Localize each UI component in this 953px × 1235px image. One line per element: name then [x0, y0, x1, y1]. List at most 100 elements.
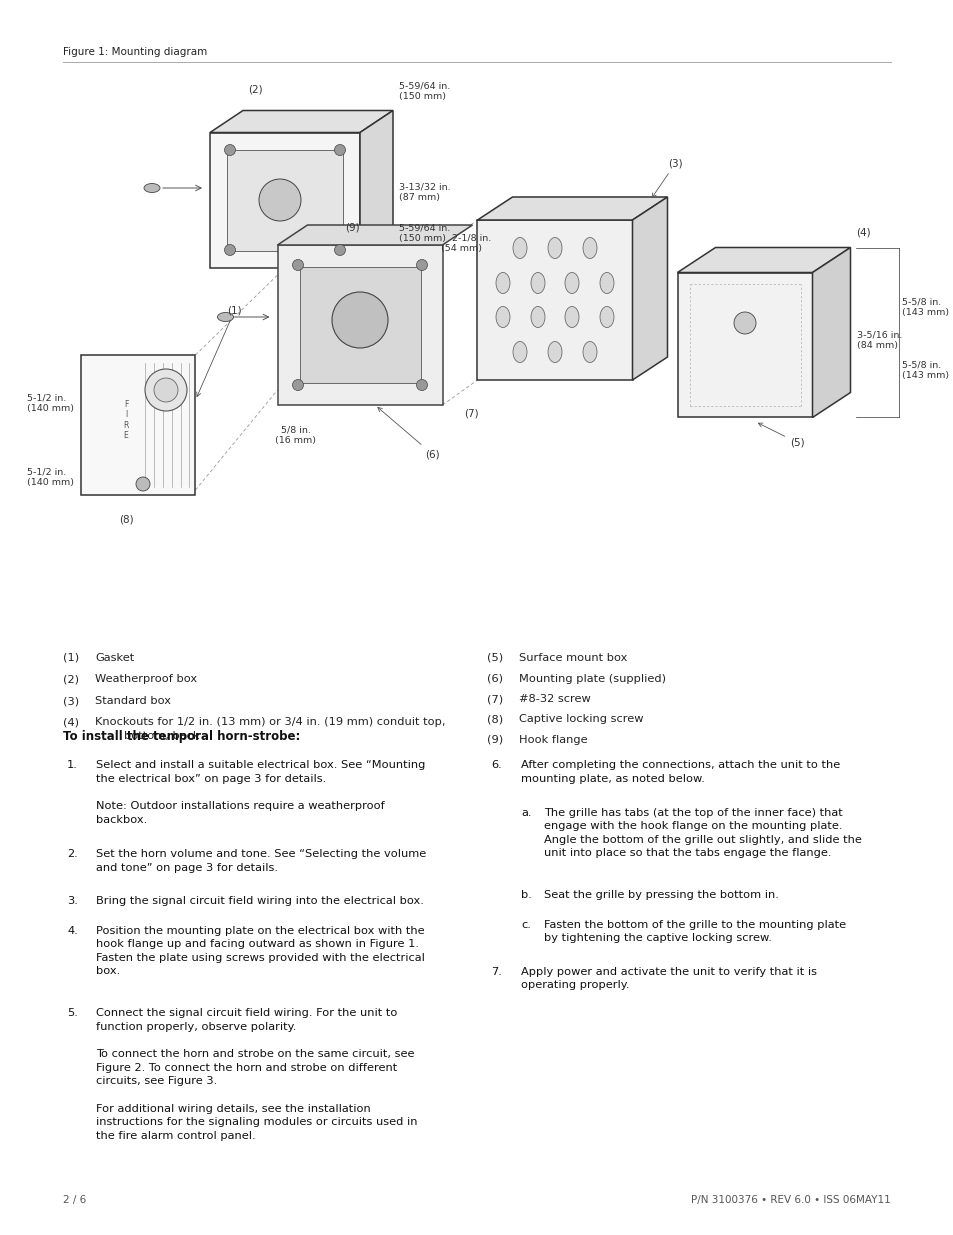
- Text: (3): (3): [652, 158, 682, 198]
- Text: Standard box: Standard box: [95, 697, 171, 706]
- Polygon shape: [277, 245, 442, 405]
- Ellipse shape: [564, 273, 578, 294]
- Ellipse shape: [564, 306, 578, 327]
- Text: 5-5/8 in.
(143 mm): 5-5/8 in. (143 mm): [902, 298, 948, 316]
- Text: (1): (1): [63, 653, 79, 663]
- Text: a.: a.: [520, 808, 531, 818]
- Ellipse shape: [531, 273, 544, 294]
- Text: (9): (9): [486, 735, 502, 745]
- Ellipse shape: [144, 184, 160, 193]
- Ellipse shape: [547, 342, 561, 363]
- Text: 5-5/8 in.
(143 mm): 5-5/8 in. (143 mm): [902, 361, 948, 379]
- Text: c.: c.: [520, 920, 530, 930]
- Ellipse shape: [547, 237, 561, 258]
- Text: Bring the signal circuit field wiring into the electrical box.: Bring the signal circuit field wiring in…: [96, 897, 423, 906]
- Circle shape: [293, 259, 303, 270]
- Text: (6): (6): [486, 673, 502, 683]
- Polygon shape: [477, 198, 667, 220]
- Text: Knockouts for 1/2 in. (13 mm) or 3/4 in. (19 mm) conduit top,
        bottom, ba: Knockouts for 1/2 in. (13 mm) or 3/4 in.…: [95, 718, 445, 741]
- Text: (5): (5): [486, 653, 502, 663]
- Circle shape: [258, 179, 301, 221]
- Text: 5-59/64 in.
(150 mm): 5-59/64 in. (150 mm): [398, 82, 450, 100]
- Text: Seat the grille by pressing the bottom in.: Seat the grille by pressing the bottom i…: [543, 890, 778, 900]
- Polygon shape: [277, 225, 472, 245]
- Text: (8): (8): [486, 715, 502, 725]
- Text: (4): (4): [63, 718, 79, 727]
- Circle shape: [332, 291, 388, 348]
- Text: Fasten the bottom of the grille to the mounting plate
by tightening the captive : Fasten the bottom of the grille to the m…: [543, 920, 845, 944]
- Polygon shape: [359, 110, 393, 268]
- Polygon shape: [210, 132, 359, 268]
- Text: Select and install a suitable electrical box. See “Mounting
the electrical box” : Select and install a suitable electrical…: [96, 761, 425, 825]
- Text: Hook flange: Hook flange: [518, 735, 587, 745]
- Text: (7): (7): [464, 409, 478, 419]
- Text: Mounting plate (supplied): Mounting plate (supplied): [518, 673, 665, 683]
- Text: 5/8 in.
(16 mm): 5/8 in. (16 mm): [274, 425, 315, 445]
- Text: 7.: 7.: [491, 967, 501, 977]
- Ellipse shape: [582, 342, 597, 363]
- Polygon shape: [677, 247, 850, 273]
- Circle shape: [733, 312, 755, 333]
- Text: (9): (9): [344, 224, 359, 233]
- Circle shape: [136, 477, 150, 492]
- Polygon shape: [677, 273, 812, 417]
- Ellipse shape: [513, 342, 526, 363]
- Text: 5-1/2 in.
(140 mm): 5-1/2 in. (140 mm): [28, 467, 74, 487]
- Polygon shape: [80, 354, 195, 495]
- Circle shape: [145, 369, 187, 411]
- Text: P/N 3100376 • REV 6.0 • ISS 06MAY11: P/N 3100376 • REV 6.0 • ISS 06MAY11: [691, 1195, 890, 1205]
- Text: 3.: 3.: [67, 897, 78, 906]
- Ellipse shape: [531, 306, 544, 327]
- Text: (1): (1): [196, 305, 242, 396]
- Text: Connect the signal circuit field wiring. For the unit to
function properly, obse: Connect the signal circuit field wiring.…: [96, 1008, 417, 1141]
- Ellipse shape: [217, 312, 233, 321]
- Polygon shape: [210, 110, 393, 132]
- Text: Figure 1: Mounting diagram: Figure 1: Mounting diagram: [63, 47, 207, 57]
- Text: 6.: 6.: [491, 761, 501, 771]
- Circle shape: [416, 379, 427, 390]
- Text: (2): (2): [248, 84, 262, 95]
- Circle shape: [224, 245, 235, 256]
- Ellipse shape: [582, 237, 597, 258]
- Circle shape: [293, 379, 303, 390]
- Text: (5): (5): [758, 424, 803, 447]
- Polygon shape: [477, 220, 632, 380]
- Circle shape: [335, 144, 345, 156]
- Text: 2 / 6: 2 / 6: [63, 1195, 86, 1205]
- Text: Weatherproof box: Weatherproof box: [95, 674, 197, 684]
- Text: (6): (6): [377, 408, 439, 459]
- Ellipse shape: [599, 306, 614, 327]
- Circle shape: [153, 378, 178, 403]
- Text: 5.: 5.: [67, 1008, 78, 1019]
- Text: 1.: 1.: [67, 761, 78, 771]
- Ellipse shape: [496, 306, 510, 327]
- Text: Surface mount box: Surface mount box: [518, 653, 627, 663]
- Text: 4.: 4.: [67, 925, 77, 936]
- Text: (3): (3): [63, 697, 79, 706]
- Text: 5-1/2 in.
(140 mm): 5-1/2 in. (140 mm): [28, 393, 74, 412]
- Text: The grille has tabs (at the top of the inner face) that
engage with the hook fla: The grille has tabs (at the top of the i…: [543, 808, 861, 858]
- Circle shape: [224, 144, 235, 156]
- Ellipse shape: [599, 273, 614, 294]
- Circle shape: [335, 245, 345, 256]
- Text: Gasket: Gasket: [95, 653, 134, 663]
- Text: (7): (7): [486, 694, 502, 704]
- Text: #8-32 screw: #8-32 screw: [518, 694, 590, 704]
- Text: 2.: 2.: [67, 850, 77, 860]
- Text: b.: b.: [520, 890, 532, 900]
- Text: Apply power and activate the unit to verify that it is
operating properly.: Apply power and activate the unit to ver…: [520, 967, 816, 990]
- Text: 3-13/32 in.
(87 mm): 3-13/32 in. (87 mm): [398, 183, 450, 201]
- Polygon shape: [227, 149, 343, 251]
- Ellipse shape: [513, 237, 526, 258]
- Text: (2): (2): [63, 674, 79, 684]
- Polygon shape: [812, 247, 850, 417]
- Text: Position the mounting plate on the electrical box with the
hook flange up and fa: Position the mounting plate on the elect…: [96, 925, 424, 977]
- Text: 3-5/16 in.
(84 mm): 3-5/16 in. (84 mm): [856, 330, 901, 350]
- Polygon shape: [299, 267, 420, 383]
- Text: (8): (8): [118, 514, 133, 524]
- Circle shape: [416, 259, 427, 270]
- Text: To install the temporal horn-strobe:: To install the temporal horn-strobe:: [63, 730, 300, 743]
- Polygon shape: [632, 198, 667, 380]
- Text: 5-59/64 in.
(150 mm)  2-1/8 in.
              (54 mm): 5-59/64 in. (150 mm) 2-1/8 in. (54 mm): [398, 224, 491, 253]
- Text: F
I
R
E: F I R E: [123, 400, 129, 440]
